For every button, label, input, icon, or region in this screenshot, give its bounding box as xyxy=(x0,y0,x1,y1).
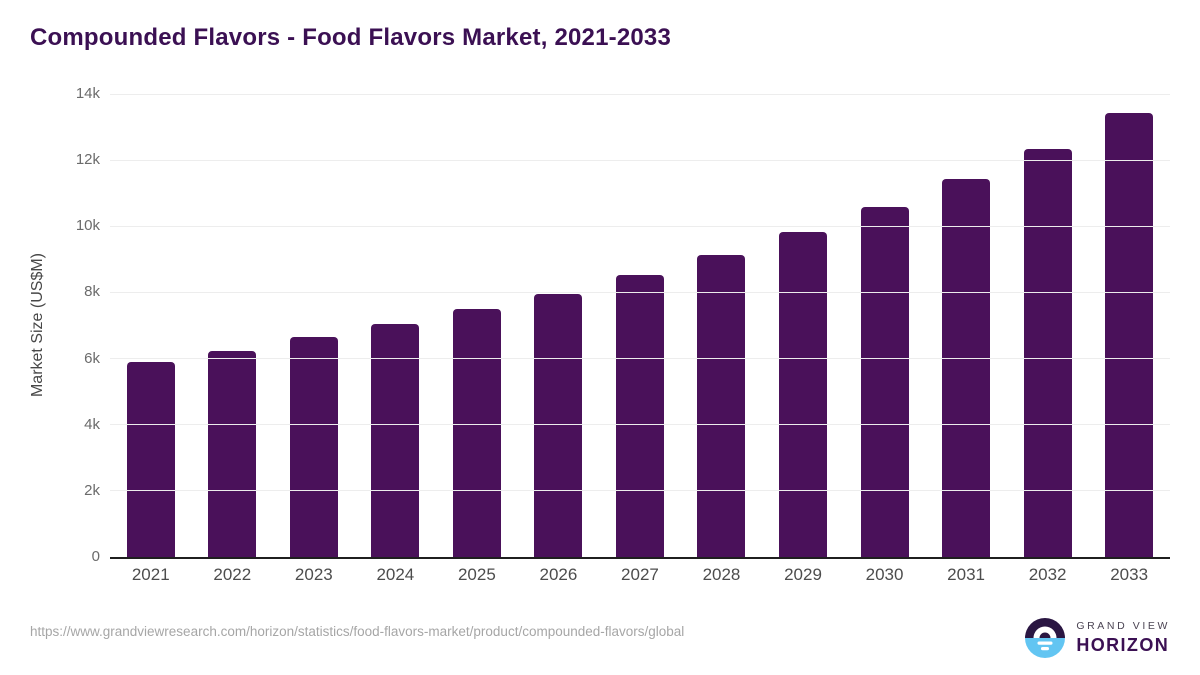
x-label-2027: 2027 xyxy=(621,565,659,584)
logo-brand-name: GRAND VIEW xyxy=(1076,620,1170,632)
bar-2025 xyxy=(452,309,501,557)
bar-2022 xyxy=(208,350,257,557)
gridline-12k xyxy=(110,159,1170,161)
bar-2021 xyxy=(126,361,175,557)
bar-2028 xyxy=(697,254,746,557)
bar-slot-2030 xyxy=(844,94,926,557)
logo-product-name: HORIZON xyxy=(1076,635,1170,655)
x-label-2029: 2029 xyxy=(784,565,822,584)
x-axis-labels: 2021 2022 2023 2024 2025 2026 2027 2028 2029 2030… xyxy=(110,565,1170,585)
x-label-2032: 2032 xyxy=(1028,565,1067,584)
y-tick-label: 10k xyxy=(75,217,100,235)
bars-row xyxy=(110,94,1170,557)
bar-2031 xyxy=(942,179,991,557)
y-tick-label: 4k xyxy=(84,415,100,433)
x-label-2033: 2033 xyxy=(1110,565,1149,584)
gridline-14k xyxy=(110,93,1170,95)
bar-slot-2023 xyxy=(273,94,355,557)
bar-2026 xyxy=(534,294,583,557)
bar-slot-2026 xyxy=(518,94,600,557)
bar-slot-2028 xyxy=(681,94,763,557)
x-label-2031: 2031 xyxy=(947,565,985,584)
x-label-2022: 2022 xyxy=(213,565,252,584)
bar-2032 xyxy=(1023,149,1072,557)
x-label-2024: 2024 xyxy=(376,565,415,584)
bar-slot-2032 xyxy=(1007,94,1089,557)
bar-slot-2021 xyxy=(110,94,192,557)
bar-2033 xyxy=(1105,112,1154,557)
x-label-2028: 2028 xyxy=(702,565,741,584)
logo-text: GRAND VIEW HORIZON xyxy=(1076,620,1170,656)
bar-2029 xyxy=(779,231,828,557)
bar-2030 xyxy=(860,207,909,557)
bar-slot-2022 xyxy=(192,94,274,557)
x-label-2023: 2023 xyxy=(294,565,333,584)
bar-slot-2033 xyxy=(1088,94,1170,557)
horizon-sun-icon xyxy=(1025,618,1066,658)
y-tick-label: 8k xyxy=(84,283,100,301)
chart-title: Compounded Flavors - Food Flavors Market… xyxy=(30,24,672,51)
y-tick-label: 14k xyxy=(75,85,100,102)
gridline-8k xyxy=(110,291,1170,293)
x-label-2030: 2030 xyxy=(865,565,904,584)
gridline-4k xyxy=(110,424,1170,426)
bar-slot-2024 xyxy=(355,94,437,557)
bar-slot-2031 xyxy=(925,94,1007,557)
grand-view-horizon-logo: GRAND VIEW HORIZON xyxy=(1024,617,1170,659)
gridline-6k xyxy=(110,358,1170,360)
x-label-2021: 2021 xyxy=(131,565,170,584)
y-tick-label: 0 xyxy=(91,548,100,565)
bar-2023 xyxy=(289,337,338,557)
bar-slot-2025 xyxy=(436,94,518,557)
gridline-10k xyxy=(110,225,1170,227)
gridline-2k xyxy=(110,490,1170,492)
plot-area xyxy=(110,93,1170,559)
x-label-2025: 2025 xyxy=(457,565,496,584)
y-tick-label: 12k xyxy=(75,151,100,169)
y-axis-ticks: 0 2k 4k 6k 8k 10k 12k 14k xyxy=(0,85,100,565)
bar-slot-2027 xyxy=(599,94,681,557)
bar-slot-2029 xyxy=(762,94,844,557)
x-label-2026: 2026 xyxy=(539,565,578,584)
bar-2027 xyxy=(615,274,664,557)
y-tick-label: 2k xyxy=(84,481,100,499)
source-url: https://www.grandviewresearch.com/horizo… xyxy=(30,624,685,639)
bar-2024 xyxy=(371,324,420,557)
y-tick-label: 6k xyxy=(84,349,100,367)
